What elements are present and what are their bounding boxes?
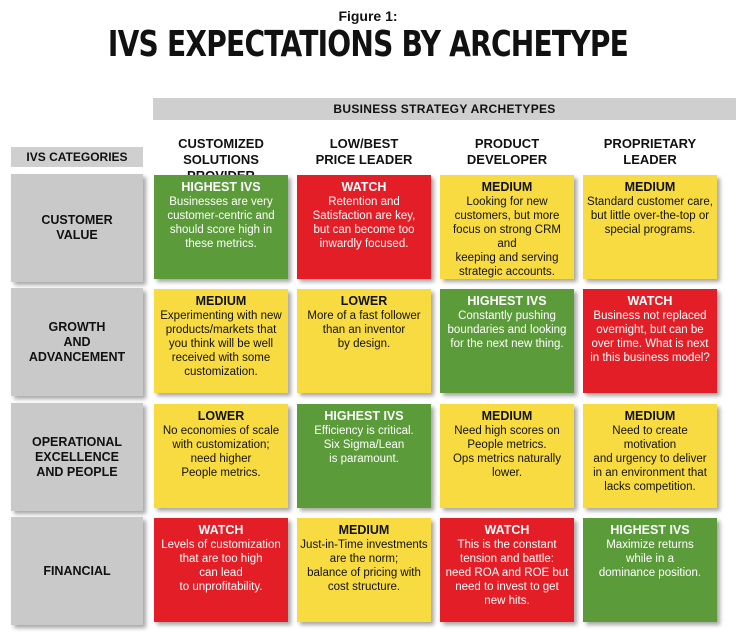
cell-level: HIGHEST IVS (610, 523, 690, 537)
cell-description: Retention and Satisfaction are key, but … (312, 196, 416, 250)
cell-level: HIGHEST IVS (324, 409, 404, 423)
page-title: IVS EXPECTATIONS BY ARCHETYPE (107, 24, 629, 65)
matrix-cell: MEDIUM Standard customer care, but little… (583, 175, 717, 279)
cell-description: Maximize returns while in a dominance po… (598, 539, 702, 579)
cell-description: Levels of customization that are too hig… (161, 539, 281, 593)
cell-description: This is the constant tension and battle:… (445, 539, 569, 607)
cell-level: MEDIUM (195, 294, 247, 308)
cell-description: No economies of scale with customization… (162, 425, 280, 479)
row-label-2: GROWTH AND ADVANCEMENT (11, 288, 143, 396)
row-label-text: OPERATIONAL EXCELLENCE AND PEOPLE (31, 434, 123, 479)
cell-description: Constantly pushing boundaries and lookin… (447, 310, 567, 350)
figure-label: Figure 1: (338, 8, 398, 24)
cell-level: MEDIUM (338, 523, 390, 537)
matrix-cell: MEDIUM Just-in-Time investments are the n… (297, 518, 431, 622)
matrix-cell: WATCH Business not replaced overnight, bu… (583, 289, 717, 393)
matrix-cell: LOWER No economies of scale with customiz… (154, 404, 288, 508)
cell-description: Experimenting with new products/markets … (160, 310, 282, 378)
matrix-cell: MEDIUM Looking for new customers, but mor… (440, 175, 574, 279)
matrix-cell: WATCH Retention and Satisfaction are key,… (297, 175, 431, 279)
cell-level: MEDIUM (624, 409, 676, 423)
matrix-cell: HIGHEST IVS Businesses are very customer-… (154, 175, 288, 279)
matrix-cell: LOWER More of a fast follower than an inv… (297, 289, 431, 393)
matrix-cell: MEDIUM Need high scores on People metrics… (440, 404, 574, 508)
row-label-text: CUSTOMER VALUE (41, 213, 113, 242)
cell-level: MEDIUM (481, 409, 533, 423)
column-header-4: PROPRIETARY LEADER (603, 136, 697, 167)
cell-description: Looking for new customers, but more focu… (452, 196, 561, 278)
cell-level: WATCH (198, 523, 244, 537)
cell-level: WATCH (341, 180, 387, 194)
cell-level: HIGHEST IVS (181, 180, 261, 194)
row-label-1: CUSTOMER VALUE (11, 174, 143, 282)
ivs-categories-header: IVS CATEGORIES (11, 147, 143, 167)
row-label-text: GROWTH AND ADVANCEMENT (28, 319, 126, 364)
strategy-archetypes-header: BUSINESS STRATEGY ARCHETYPES (153, 98, 736, 120)
cell-level: MEDIUM (624, 180, 676, 194)
row-label-4: FINANCIAL (11, 517, 143, 625)
cell-level: LOWER (340, 294, 388, 308)
cell-description: Need to create motivation and urgency to… (593, 425, 707, 493)
cell-description: Business not replaced overnight, but can… (590, 310, 710, 364)
matrix-cell: HIGHEST IVS Efficiency is critical. Six S… (297, 404, 431, 508)
matrix-cell: WATCH This is the constant tension and ba… (440, 518, 574, 622)
column-header-2: LOW/BEST PRICE LEADER (315, 136, 413, 167)
cell-description: Just-in-Time investments are the norm; b… (300, 539, 428, 593)
cell-description: Businesses are very customer-centric and… (167, 196, 275, 250)
matrix-cell: HIGHEST IVS Maximize returns while in a d… (583, 518, 717, 622)
row-label-3: OPERATIONAL EXCELLENCE AND PEOPLE (11, 403, 143, 511)
matrix-cell: HIGHEST IVS Constantly pushing boundaries… (440, 289, 574, 393)
cell-level: HIGHEST IVS (467, 294, 547, 308)
cell-description: Efficiency is critical. Six Sigma/Lean i… (314, 425, 414, 465)
cell-description: Standard customer care, but little over-… (587, 196, 713, 236)
cell-level: WATCH (627, 294, 673, 308)
matrix-cell: MEDIUM Need to create motivation and urge… (583, 404, 717, 508)
cell-level: MEDIUM (481, 180, 533, 194)
cell-level: LOWER (197, 409, 245, 423)
cell-level: WATCH (484, 523, 530, 537)
row-label-text: FINANCIAL (43, 563, 111, 578)
cell-description: More of a fast follower than an inventor… (307, 310, 421, 350)
column-header-3: PRODUCT DEVELOPER (466, 136, 548, 167)
matrix-cell: WATCH Levels of customization that are to… (154, 518, 288, 622)
cell-description: Need high scores on People metrics. Ops … (452, 425, 561, 479)
matrix-cell: MEDIUM Experimenting with new products/ma… (154, 289, 288, 393)
